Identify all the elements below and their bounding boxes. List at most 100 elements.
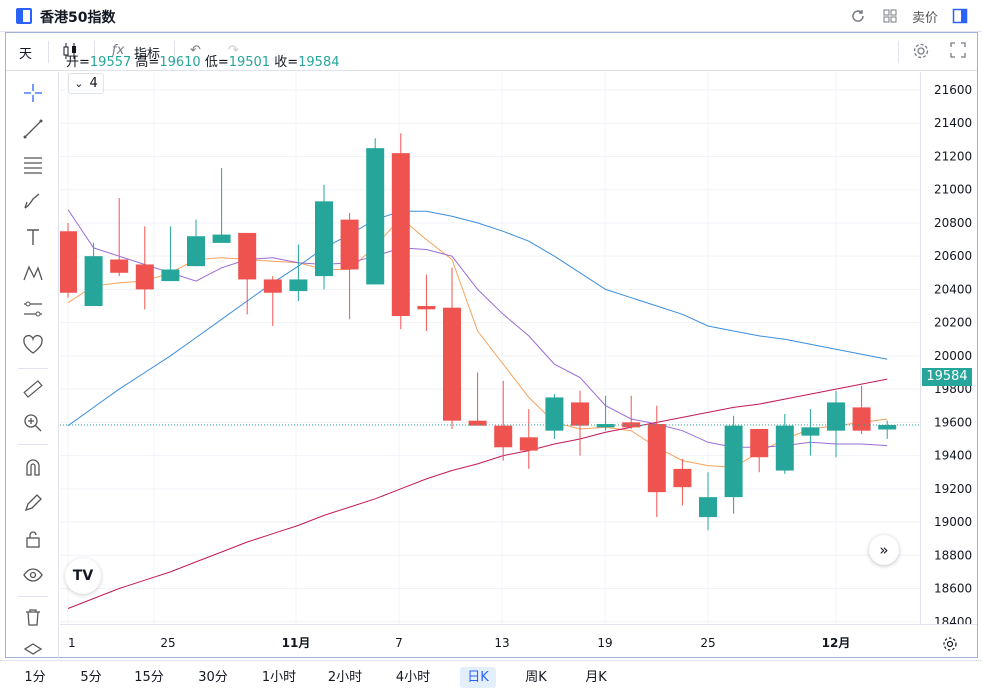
function-icon[interactable]: ƒx <box>112 43 125 58</box>
indicators-button[interactable]: 指标 <box>134 47 161 62</box>
scroll-to-realtime-button[interactable]: » <box>869 535 899 565</box>
crosshair-icon[interactable] <box>22 82 44 104</box>
candle[interactable] <box>801 409 820 456</box>
price-tick-label: 20200 <box>934 316 972 330</box>
candle[interactable] <box>443 267 461 429</box>
zoom-in-icon[interactable] <box>22 412 44 434</box>
candle[interactable] <box>494 380 513 461</box>
fullscreen-icon[interactable] <box>950 42 966 62</box>
period-button[interactable]: 30分 <box>198 670 228 685</box>
time-axis[interactable]: 1 25 11月 7 13 19 25 12月 <box>60 624 977 658</box>
candle[interactable] <box>289 244 308 302</box>
fib-lines-icon[interactable] <box>22 154 44 176</box>
price-axis[interactable]: 21600 21400 21200 21000 20800 20600 20400 20200… <box>920 72 977 662</box>
candle[interactable] <box>110 198 129 277</box>
period-button[interactable]: 4小时 <box>395 670 431 685</box>
pattern-icon[interactable] <box>22 262 44 284</box>
layers-icon[interactable] <box>22 640 44 662</box>
trash-icon[interactable] <box>22 606 44 628</box>
period-button[interactable]: 1小时 <box>261 670 297 685</box>
period-button[interactable]: 1分 <box>24 670 46 685</box>
legend-low-label: 低= <box>204 55 229 70</box>
magnet-icon[interactable] <box>22 456 44 478</box>
candle[interactable] <box>84 242 103 307</box>
axis-settings-icon[interactable] <box>942 636 958 656</box>
candle[interactable] <box>417 274 436 331</box>
candle[interactable] <box>775 414 794 474</box>
chart-container: 天 ƒx 指标 ↶ ↷ <box>5 32 978 662</box>
period-button[interactable]: 5分 <box>80 670 102 685</box>
trend-line-icon[interactable] <box>22 118 44 140</box>
candle[interactable] <box>622 395 641 429</box>
text-icon[interactable] <box>22 226 44 248</box>
lock-pencil-icon[interactable] <box>22 492 44 514</box>
price-tick-label: 19000 <box>934 515 972 529</box>
candle[interactable] <box>315 184 333 290</box>
candle[interactable] <box>135 226 154 310</box>
candle[interactable] <box>391 133 410 330</box>
candle[interactable] <box>827 390 845 458</box>
price-tick-label: 18800 <box>934 548 972 562</box>
candle[interactable] <box>519 409 538 469</box>
undo-icon[interactable]: ↶ <box>190 43 201 58</box>
lock-icon[interactable] <box>22 528 44 550</box>
candle[interactable] <box>238 232 257 315</box>
candle[interactable] <box>750 429 769 473</box>
tradingview-logo[interactable]: TV <box>65 558 101 594</box>
price-tick-label: 21200 <box>934 149 972 163</box>
time-tick-label: 1 <box>68 636 76 650</box>
candle[interactable] <box>647 405 666 518</box>
brush-icon[interactable] <box>22 190 44 212</box>
period-bar: 1分 5分 15分 30分 1小时 2小时 4小时 日K 周K 月K <box>0 660 982 691</box>
candle[interactable] <box>161 226 180 282</box>
price-tick-label: 21000 <box>934 183 972 197</box>
legend-low-value: 19501 <box>228 55 271 70</box>
last-price-label: 19584 <box>922 368 972 386</box>
period-button[interactable]: 2小时 <box>327 670 363 685</box>
price-tick-label: 19200 <box>934 482 972 496</box>
candle[interactable] <box>60 222 77 298</box>
sell-price-button[interactable]: 卖价 <box>911 10 938 26</box>
candle[interactable] <box>699 472 717 531</box>
candle[interactable] <box>212 168 231 243</box>
redo-icon[interactable]: ↷ <box>228 43 239 58</box>
indicator-collapse-button[interactable]: ⌄ 4 <box>68 73 104 94</box>
candle-type-icon[interactable] <box>62 42 78 64</box>
candle[interactable] <box>263 276 282 326</box>
candle[interactable] <box>545 394 564 439</box>
candle[interactable] <box>596 395 615 431</box>
ruler-icon[interactable] <box>22 378 44 400</box>
candle[interactable] <box>852 385 871 434</box>
legend-close-label: 收= <box>274 55 299 70</box>
candle[interactable] <box>187 219 205 267</box>
candle[interactable] <box>878 420 897 439</box>
period-button[interactable]: 日K <box>460 667 496 688</box>
legend-open-label: 开= <box>66 55 90 70</box>
layout-grid-icon[interactable] <box>880 6 900 26</box>
prediction-icon[interactable] <box>22 298 44 320</box>
period-button[interactable]: 月K <box>585 670 607 685</box>
candle[interactable] <box>468 372 487 426</box>
eye-icon[interactable] <box>22 564 44 586</box>
settings-icon[interactable] <box>912 42 930 64</box>
drawing-toolbar <box>6 72 59 658</box>
candle[interactable] <box>340 212 359 320</box>
candle[interactable] <box>571 390 589 456</box>
time-tick-label: 19 <box>597 636 612 650</box>
price-tick-label: 18600 <box>934 582 972 596</box>
interval-button[interactable]: 天 <box>19 47 33 62</box>
candle[interactable] <box>724 415 743 514</box>
time-tick-label: 13 <box>494 636 509 650</box>
legend-high-label: 高= <box>135 55 160 70</box>
heart-icon[interactable] <box>22 334 44 356</box>
candle[interactable] <box>673 458 692 506</box>
candlestick-plot[interactable] <box>60 72 920 624</box>
panel-toggle-icon[interactable] <box>950 6 970 26</box>
sidebar-toggle-icon[interactable] <box>16 8 32 24</box>
price-tick-label: 20600 <box>934 249 972 263</box>
time-tick-label: 25 <box>160 636 175 650</box>
candle[interactable] <box>366 138 385 285</box>
refresh-icon[interactable] <box>848 6 868 26</box>
period-button[interactable]: 周K <box>525 670 547 685</box>
period-button[interactable]: 15分 <box>134 670 164 685</box>
